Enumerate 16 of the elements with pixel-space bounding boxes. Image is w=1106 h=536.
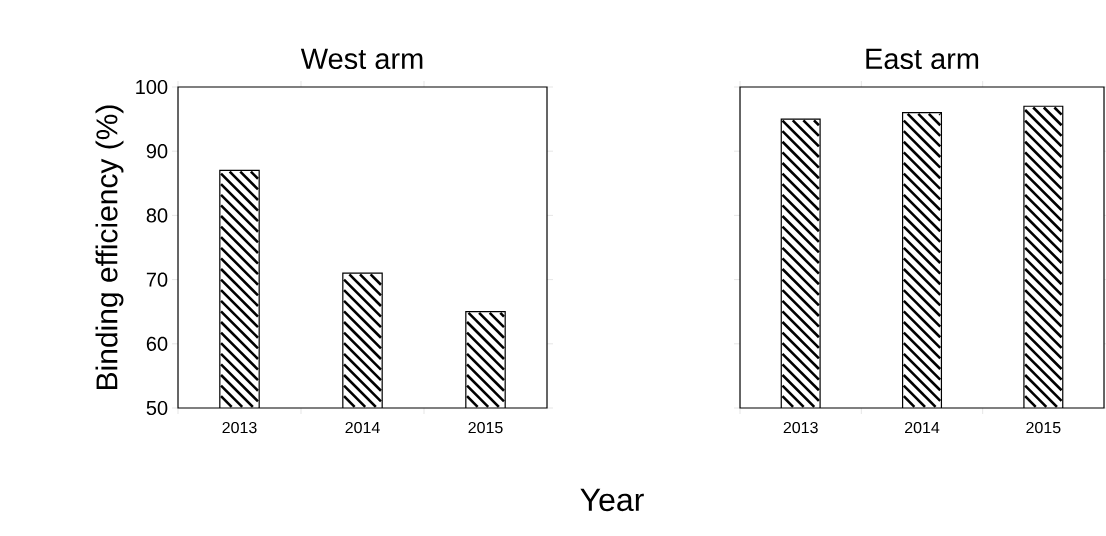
x-tick-label: 2015 — [1026, 421, 1061, 434]
x-tick-label: 2014 — [905, 421, 940, 434]
y-tick-label: 100 — [136, 79, 168, 95]
x-axis-title: Year — [580, 488, 644, 512]
y-tick-label: 60 — [146, 336, 168, 351]
y-tick-label: 50 — [146, 400, 168, 416]
x-tick-label: 2015 — [468, 421, 503, 434]
y-tick-label: 70 — [146, 272, 168, 287]
chart-title: East arm — [866, 48, 979, 70]
chart-title: West arm — [300, 48, 423, 70]
y-axis-title: Binding efficiency (%) — [95, 105, 124, 389]
y-tick-label: 90 — [146, 144, 168, 159]
x-tick-label: 2013 — [222, 421, 257, 434]
x-tick-label: 2014 — [345, 421, 380, 434]
y-tick-label: 80 — [146, 208, 168, 223]
x-tick-label: 2013 — [783, 421, 818, 434]
